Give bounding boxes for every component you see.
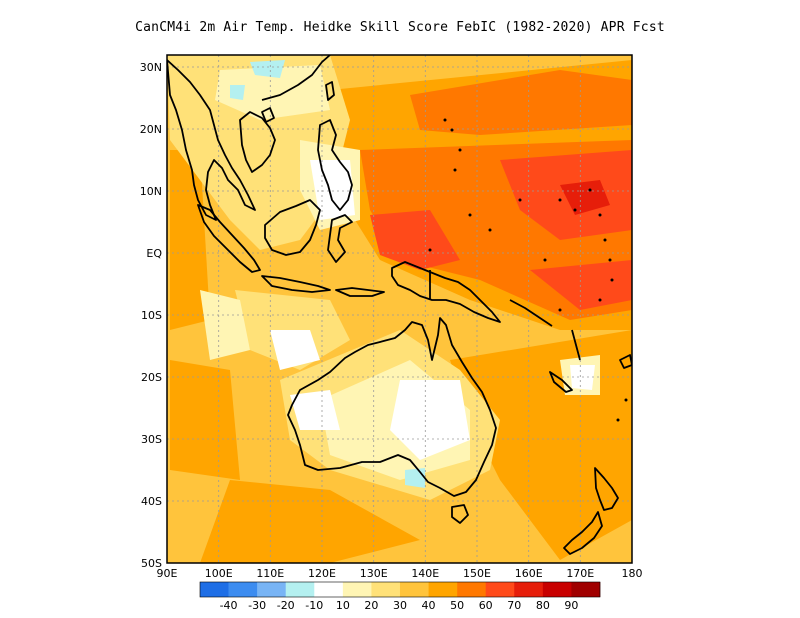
coastline-new-zealand [594,467,619,511]
colorbar-label: 20 [364,599,378,612]
figure-title: CanCM4i 2m Air Temp. Heidke Skill Score … [135,20,665,35]
colorbar-label: 60 [479,599,493,612]
colorbar-label: -30 [248,599,266,612]
colorbar: -40 -30 -20 -10 10 20 30 40 50 60 70 80 90 [199,581,601,612]
coastline-mainland-asia [167,59,256,221]
colorbar-label: 90 [564,599,578,612]
coastline-australia [287,317,497,497]
lon-label: 110E [256,567,284,580]
colorbar-label: 40 [422,599,436,612]
colorbar-swatch [285,582,315,597]
colorbar-swatch [542,582,572,597]
map-frame [166,54,633,564]
lat-label: EQ [146,247,162,260]
lon-label: 150E [463,567,491,580]
colorbar-label: 50 [450,599,464,612]
colorbar-swatch [485,582,515,597]
colorbar-swatch [399,582,429,597]
colorbar-label: -40 [220,599,238,612]
colorbar-swatch [200,582,229,597]
colorbar-swatch [342,582,372,597]
colorbar-swatch [514,582,544,597]
lon-label: 170E [566,567,594,580]
colorbar-swatch [457,582,486,597]
colorbar-label: 30 [393,599,407,612]
lon-label: 180 [622,567,643,580]
colorbar-swatch [228,582,258,597]
lat-label: 30N [140,61,162,74]
coastline-new-guinea [391,261,501,323]
lon-label: 130E [360,567,388,580]
longitude-labels: 90E 100E 110E 120E 130E 140E 150E 160E 1… [157,567,643,580]
skill-field [167,55,632,563]
lat-label: 10N [140,185,162,198]
colorbar-swatch [314,582,344,597]
coastline-sumatra [197,204,261,273]
lon-label: 100E [205,567,233,580]
colorbar-label: -20 [277,599,295,612]
colorbar-label: -10 [305,599,323,612]
lon-label: 120E [308,567,336,580]
lat-label: 50S [141,557,162,570]
coastlines [167,55,632,555]
colorbar-label: 70 [507,599,521,612]
coastline-tasmania [451,504,469,524]
coastline-philippines [317,119,353,211]
colorbar-swatch [371,582,401,597]
colorbar-label: 80 [536,599,550,612]
coastline-sulawesi [327,214,353,263]
lat-label: 20N [140,123,162,136]
lon-label: 140E [411,567,439,580]
pacific-islands [428,118,628,422]
lon-label: 90E [157,567,178,580]
colorbar-swatch [257,582,287,597]
lat-label: 20S [141,371,162,384]
colorbar-swatch [571,582,601,597]
coastline-borneo [264,199,321,256]
colorbar-swatch [428,582,458,597]
lat-label: 30S [141,433,162,446]
lat-label: 40S [141,495,162,508]
coastline-java [261,275,331,293]
lon-label: 160E [515,567,543,580]
latitude-labels: 30N 20N 10N EQ 10S 20S 30S 40S 50S [140,61,163,570]
colorbar-label: 10 [336,599,350,612]
lat-label: 10S [141,309,162,322]
colorbar-frame [199,581,601,598]
